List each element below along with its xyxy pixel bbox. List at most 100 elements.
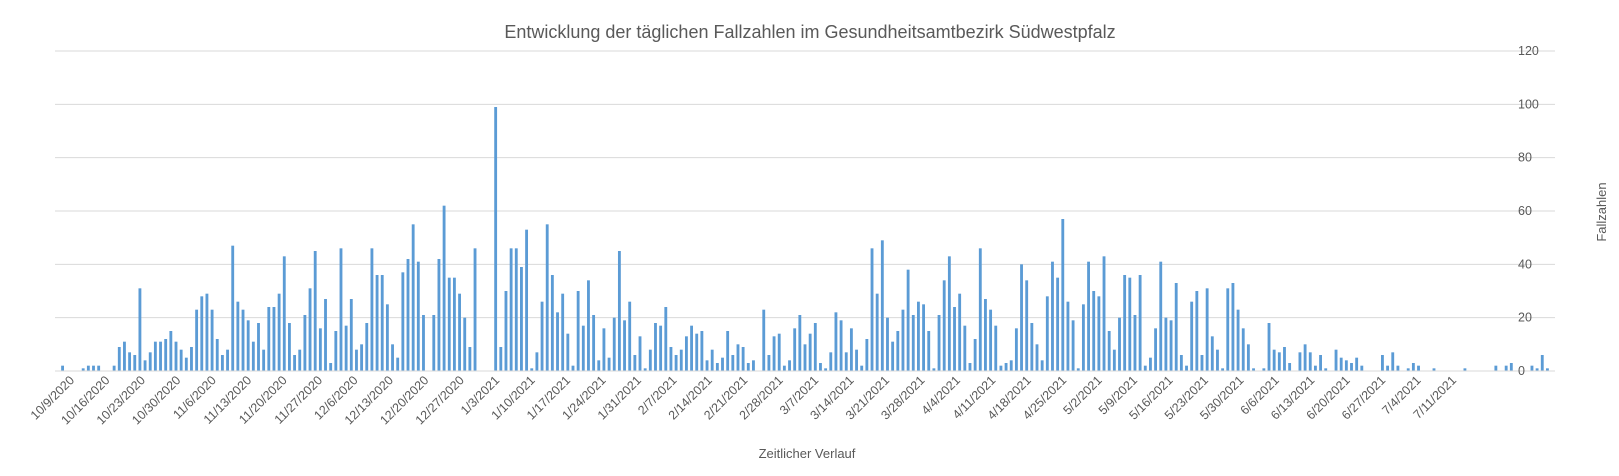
bar bbox=[628, 301, 632, 371]
bar bbox=[813, 323, 817, 371]
bar bbox=[1205, 288, 1209, 371]
bar bbox=[525, 229, 529, 371]
bar bbox=[1252, 368, 1255, 371]
bar bbox=[298, 349, 302, 371]
bar-series bbox=[61, 107, 1549, 371]
bar bbox=[452, 277, 456, 371]
bar bbox=[1262, 368, 1266, 371]
bar bbox=[855, 349, 858, 371]
bar bbox=[92, 365, 95, 371]
bar bbox=[1303, 344, 1307, 371]
bar bbox=[643, 368, 647, 371]
bar bbox=[700, 331, 704, 371]
bar bbox=[1535, 368, 1539, 371]
bar bbox=[669, 347, 673, 371]
bar bbox=[1076, 368, 1080, 371]
bar bbox=[880, 240, 884, 371]
bar bbox=[648, 349, 652, 371]
bar bbox=[860, 365, 864, 371]
bar bbox=[288, 323, 291, 371]
bar bbox=[886, 317, 889, 371]
bar bbox=[334, 331, 338, 371]
bar bbox=[494, 107, 498, 371]
bar bbox=[679, 349, 683, 371]
chart-title: Entwicklung der täglichen Fallzahlen im … bbox=[504, 22, 1115, 42]
bar bbox=[1185, 365, 1188, 371]
bar bbox=[1272, 349, 1276, 371]
bar bbox=[1355, 357, 1359, 371]
bar bbox=[705, 360, 709, 371]
bar bbox=[1174, 283, 1178, 371]
bar bbox=[834, 312, 838, 371]
bar bbox=[143, 360, 147, 371]
bar bbox=[504, 291, 508, 371]
bar bbox=[566, 333, 570, 371]
bar bbox=[1360, 365, 1364, 371]
bar bbox=[896, 331, 900, 371]
bar bbox=[1411, 363, 1415, 371]
bar bbox=[339, 248, 343, 371]
bar bbox=[1195, 291, 1199, 371]
bar bbox=[1277, 352, 1281, 371]
bar bbox=[380, 275, 384, 371]
bar bbox=[721, 357, 724, 371]
bar bbox=[731, 355, 735, 371]
bar bbox=[370, 248, 374, 371]
bar bbox=[1020, 264, 1023, 371]
bar bbox=[819, 363, 822, 371]
bar bbox=[788, 360, 791, 371]
bar bbox=[793, 328, 797, 371]
bar bbox=[746, 363, 750, 371]
bar bbox=[1463, 368, 1467, 371]
bar bbox=[1071, 320, 1075, 371]
bar bbox=[1200, 355, 1204, 371]
bar bbox=[782, 365, 786, 371]
bar bbox=[422, 315, 425, 371]
bar bbox=[241, 309, 245, 371]
bar bbox=[690, 325, 693, 371]
bar bbox=[257, 323, 260, 371]
bar bbox=[581, 325, 585, 371]
bar bbox=[989, 309, 993, 371]
bar bbox=[303, 315, 307, 371]
bar bbox=[1288, 363, 1292, 371]
bar bbox=[159, 341, 162, 371]
bar bbox=[1009, 360, 1013, 371]
bar bbox=[123, 341, 126, 371]
bar bbox=[1128, 277, 1132, 371]
bar bbox=[540, 301, 544, 371]
bar bbox=[1494, 365, 1498, 371]
bar bbox=[1267, 323, 1271, 371]
bar bbox=[262, 349, 266, 371]
bar bbox=[1143, 365, 1147, 371]
bar bbox=[654, 323, 657, 371]
bar bbox=[1246, 344, 1250, 371]
bar bbox=[1319, 355, 1322, 371]
bar bbox=[272, 307, 276, 371]
bar bbox=[251, 341, 255, 371]
bar bbox=[179, 349, 183, 371]
bar bbox=[1112, 349, 1116, 371]
bar bbox=[911, 315, 915, 371]
bar bbox=[607, 357, 611, 371]
bar bbox=[442, 205, 446, 371]
bar bbox=[349, 299, 353, 371]
bar bbox=[1226, 288, 1230, 371]
bar bbox=[133, 355, 137, 371]
bar bbox=[195, 309, 199, 371]
bar bbox=[344, 325, 348, 371]
bar bbox=[695, 333, 699, 371]
bar bbox=[138, 288, 142, 371]
bar bbox=[597, 360, 601, 371]
y-tick-label: 0 bbox=[1518, 364, 1525, 378]
bar bbox=[1014, 328, 1018, 371]
bar bbox=[1344, 360, 1348, 371]
bar bbox=[947, 256, 951, 371]
bar bbox=[638, 336, 642, 371]
bar bbox=[726, 331, 730, 371]
bar bbox=[1169, 320, 1173, 371]
bar bbox=[736, 344, 740, 371]
bar bbox=[1025, 280, 1029, 371]
bar bbox=[865, 339, 869, 371]
